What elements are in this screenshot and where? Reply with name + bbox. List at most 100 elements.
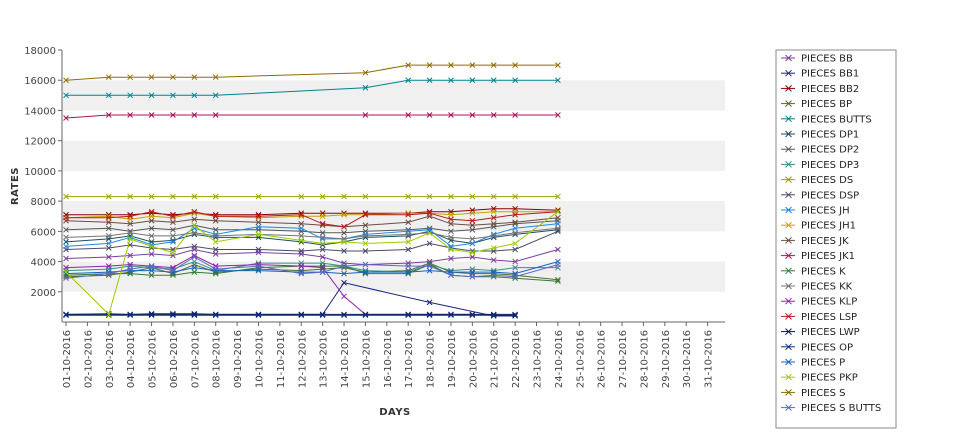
legend-item: PIECES DS [781, 175, 853, 186]
data-point [490, 112, 497, 118]
data-point [105, 74, 112, 81]
y-tick-label: 8000 [31, 197, 56, 208]
legend-item: PIECES JK [781, 236, 849, 247]
data-point [298, 225, 305, 232]
data-point [148, 312, 155, 319]
x-tick-label: 31-10-2016 [704, 330, 715, 388]
data-point [212, 246, 219, 253]
legend-item: PIECES OP [781, 342, 853, 353]
data-point [191, 112, 198, 118]
data-point [298, 312, 305, 319]
data-point [63, 115, 69, 121]
data-point [405, 231, 412, 238]
x-tick-label: 09-10-2016 [233, 330, 244, 388]
x-tick-label: 24-10-2016 [554, 330, 565, 388]
data-point [448, 220, 454, 227]
data-point [448, 211, 454, 218]
data-point [255, 231, 262, 238]
data-point [105, 245, 112, 251]
data-point [512, 311, 518, 318]
data-point [469, 236, 476, 242]
data-point [127, 112, 134, 118]
data-point [469, 240, 476, 247]
data-point [319, 264, 326, 271]
data-point [127, 312, 134, 319]
data-point [362, 112, 369, 118]
data-point [405, 77, 412, 84]
data-point [362, 240, 369, 247]
data-point [319, 311, 326, 318]
data-point [212, 213, 219, 220]
data-point [63, 193, 69, 200]
data-point [148, 74, 155, 81]
legend-item: PIECES K [781, 266, 846, 277]
x-tick-label: 07-10-2016 [190, 330, 201, 388]
x-tick-label: 22-10-2016 [511, 330, 522, 388]
data-point [362, 312, 369, 319]
data-point [448, 255, 454, 262]
data-point [512, 62, 518, 68]
data-point [426, 240, 433, 247]
data-point [148, 193, 155, 200]
x-tick-label: 06-10-2016 [169, 330, 180, 388]
data-point [191, 252, 198, 259]
data-point [63, 270, 69, 277]
series [63, 77, 561, 99]
legend-label: PIECES S [801, 388, 845, 399]
data-point [63, 234, 69, 241]
data-point [555, 62, 561, 68]
data-point [63, 214, 69, 221]
data-point [191, 254, 198, 260]
data-point [63, 311, 69, 318]
series [63, 112, 561, 121]
data-point [105, 311, 112, 318]
data-point [212, 193, 219, 200]
data-point [212, 92, 219, 99]
data-point [448, 246, 454, 253]
data-point [448, 312, 454, 319]
data-point [426, 77, 433, 84]
data-point [63, 243, 69, 250]
y-tick-label: 18000 [24, 46, 56, 57]
data-point [191, 193, 198, 200]
data-point [255, 219, 262, 226]
data-point [298, 193, 305, 200]
data-point [426, 263, 433, 269]
data-point [191, 258, 198, 265]
series [63, 217, 561, 236]
data-point [127, 213, 134, 220]
data-point [512, 240, 518, 247]
data-point [405, 311, 412, 318]
data-point [255, 213, 262, 220]
x-tick-label: 18-10-2016 [426, 330, 437, 388]
data-point [362, 261, 369, 268]
data-point [170, 74, 176, 81]
legend-item: PIECES BP [781, 99, 852, 110]
x-tick-label: 13-10-2016 [319, 330, 330, 388]
data-point [105, 219, 112, 226]
data-point [212, 226, 219, 233]
data-point [448, 112, 454, 118]
legend-item: PIECES DSP [781, 190, 859, 201]
data-point [512, 225, 518, 232]
data-point [191, 243, 198, 250]
data-point [105, 233, 112, 239]
data-point [469, 249, 476, 256]
data-point [512, 219, 518, 226]
series [63, 254, 561, 282]
data-point [341, 229, 347, 236]
data-point [319, 269, 326, 275]
data-point [148, 251, 155, 257]
data-point [405, 246, 412, 253]
y-tick-label: 16000 [24, 76, 56, 87]
data-point [191, 216, 198, 223]
data-point [170, 226, 176, 233]
data-point [148, 112, 155, 118]
data-point [319, 234, 326, 241]
legend-box [775, 49, 897, 429]
x-tick-label: 01-10-2016 [62, 330, 73, 388]
x-tick-label: 28-10-2016 [639, 330, 650, 388]
data-point [319, 220, 326, 227]
legend-item: PIECES DP2 [781, 145, 859, 156]
data-point [170, 233, 176, 239]
